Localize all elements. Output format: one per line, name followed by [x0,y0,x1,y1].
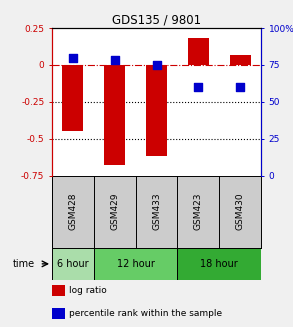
Bar [188,38,209,65]
Point [238,84,242,90]
Text: GSM423: GSM423 [194,193,203,230]
Text: percentile rank within the sample: percentile rank within the sample [69,309,222,318]
Bar [62,65,83,131]
Bar [52,308,64,319]
Text: GSM428: GSM428 [68,193,77,230]
Text: GSM429: GSM429 [110,193,119,230]
Title: GDS135 / 9801: GDS135 / 9801 [112,14,201,27]
Text: 18 hour: 18 hour [200,259,238,269]
Text: log ratio: log ratio [69,286,106,295]
Bar [146,65,167,156]
Point [71,55,75,60]
Point [196,84,201,90]
Text: 6 hour: 6 hour [57,259,89,269]
Bar [94,248,177,280]
Point [154,62,159,67]
Text: GSM433: GSM433 [152,193,161,230]
Text: 12 hour: 12 hour [117,259,154,269]
Bar [177,248,261,280]
Bar [52,248,94,280]
Text: GSM430: GSM430 [236,193,245,230]
Bar [104,65,125,165]
Bar [52,285,64,296]
Bar [230,55,251,65]
Text: time: time [13,259,35,269]
Point [112,58,117,63]
